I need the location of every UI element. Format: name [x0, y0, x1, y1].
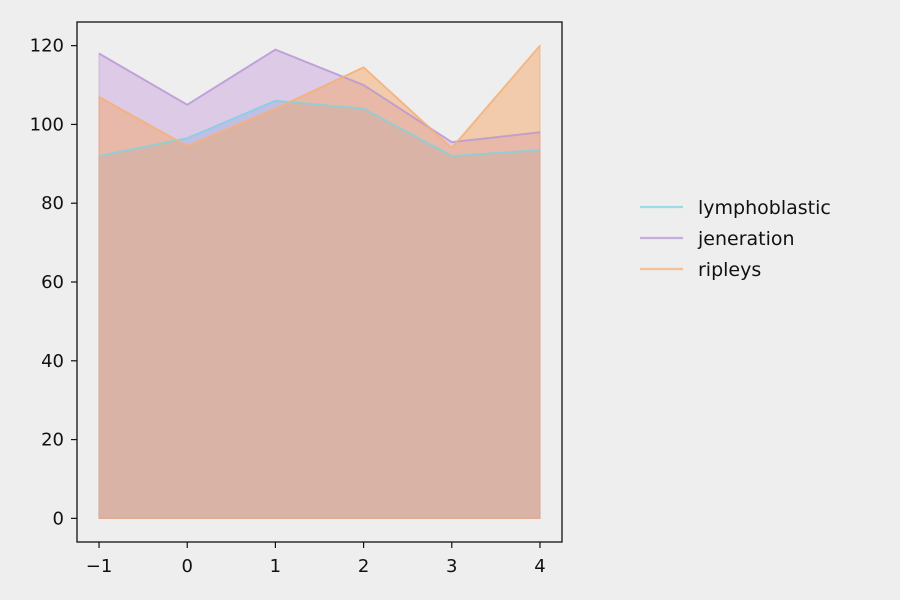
legend-label-ripleys: ripleys [698, 259, 761, 281]
series-fills [98, 44, 541, 519]
x-tick-label: 2 [358, 556, 369, 577]
y-axis: 0 20 40 60 80 100 120 [30, 36, 77, 529]
x-tick-label: 0 [182, 556, 193, 577]
y-tick-label: 0 [53, 508, 64, 529]
y-tick-label: 20 [41, 430, 64, 451]
series-line-jeneration [98, 48, 541, 144]
y-tick-label: 100 [30, 114, 64, 135]
x-tick-label: 1 [270, 556, 281, 577]
y-tick-label: 80 [41, 193, 64, 214]
series-line-ripleys [98, 44, 541, 150]
series-line-lymphoblastic [98, 99, 541, 157]
x-tick-label: −1 [86, 556, 113, 577]
y-tick-label: 120 [30, 36, 64, 57]
x-tick-label: 4 [534, 556, 545, 577]
y-tick-label: 60 [41, 272, 64, 293]
legend-label-jeneration: jeneration [697, 228, 795, 250]
series-lines [98, 44, 541, 157]
legend-label-lymphoblastic: lymphoblastic [698, 197, 831, 219]
x-axis: −1 0 1 2 3 4 [86, 542, 546, 577]
x-tick-label: 3 [446, 556, 457, 577]
y-tick-label: 40 [41, 351, 64, 372]
legend: lymphoblastic jeneration ripleys [640, 197, 831, 281]
